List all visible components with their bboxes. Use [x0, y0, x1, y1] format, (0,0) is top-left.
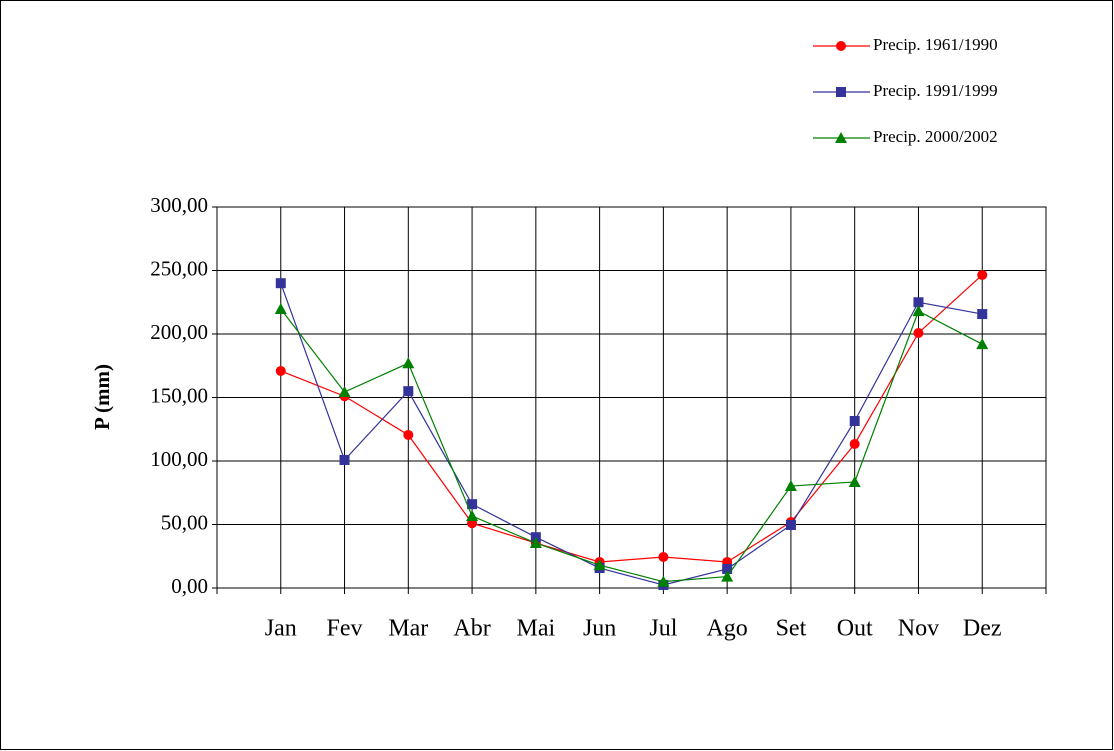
- marker: [657, 575, 670, 587]
- marker: [976, 338, 989, 350]
- y-tick-label: 50,00: [161, 510, 208, 534]
- marker: [402, 357, 415, 369]
- x-tick-label: Mar: [388, 616, 428, 642]
- x-tick-label: Dez: [963, 616, 1002, 642]
- x-tick-label: Jun: [583, 616, 616, 642]
- y-tick-label: 250,00: [150, 256, 208, 280]
- marker: [912, 305, 925, 317]
- marker: [977, 309, 988, 320]
- x-tick-label: Jul: [649, 616, 677, 642]
- marker: [785, 520, 796, 531]
- x-tick-label: Nov: [898, 616, 939, 642]
- marker: [338, 386, 351, 398]
- x-tick-label: Out: [837, 616, 873, 642]
- marker: [529, 537, 542, 549]
- y-tick-label: 100,00: [150, 447, 208, 471]
- marker: [466, 509, 479, 521]
- marker: [835, 132, 847, 143]
- x-tick-label: Set: [776, 616, 807, 642]
- y-axis-label: P (mm): [90, 364, 114, 430]
- series-line: [280, 274, 983, 563]
- x-tick-label: Ago: [706, 616, 747, 642]
- y-tick-label: 150,00: [150, 383, 208, 407]
- marker: [784, 480, 797, 492]
- marker: [848, 475, 861, 487]
- marker: [849, 438, 860, 449]
- marker: [836, 87, 846, 97]
- marker: [274, 302, 287, 314]
- plot-area: [216, 206, 1047, 589]
- x-tick-label: Jan: [265, 616, 297, 642]
- legend-label: Precip. 1991/1999: [873, 81, 998, 100]
- legend-label: Precip. 1961/1990: [873, 35, 998, 54]
- x-tick-label: Fev: [327, 616, 363, 642]
- marker: [403, 429, 414, 440]
- legend-label: Precip. 2000/2002: [873, 127, 998, 146]
- series-line: [280, 282, 983, 586]
- y-tick-label: 300,00: [150, 193, 208, 217]
- x-tick-label: Abr: [453, 616, 490, 642]
- x-tick-label: Mai: [517, 616, 556, 642]
- marker: [403, 386, 414, 397]
- marker: [836, 41, 846, 51]
- marker: [658, 552, 669, 563]
- marker: [275, 365, 286, 376]
- marker: [593, 559, 606, 571]
- marker: [977, 269, 988, 280]
- marker: [913, 297, 924, 308]
- series-line: [280, 308, 983, 583]
- y-tick-label: 0,00: [171, 574, 208, 598]
- y-tick-label: 200,00: [150, 320, 208, 344]
- marker: [849, 415, 860, 426]
- marker: [721, 570, 734, 582]
- marker: [467, 499, 478, 510]
- marker: [339, 454, 350, 465]
- marker: [913, 327, 924, 338]
- marker: [275, 278, 286, 289]
- marker: [722, 563, 733, 574]
